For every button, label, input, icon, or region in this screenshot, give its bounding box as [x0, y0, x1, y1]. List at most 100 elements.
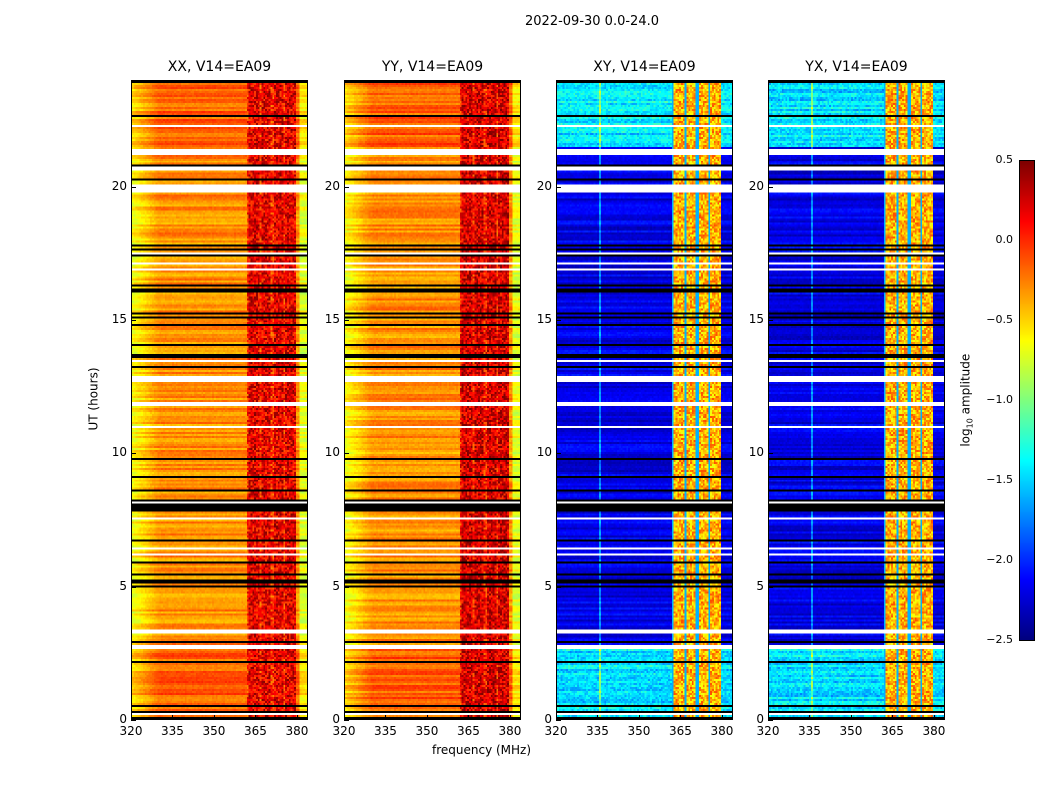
heatmap-panel-2 — [556, 80, 733, 720]
y-tick — [556, 720, 561, 721]
y-tick — [344, 320, 349, 321]
y-tick-label: 20 — [324, 178, 340, 193]
x-tick — [131, 715, 132, 720]
y-tick-label: 0 — [332, 712, 340, 726]
y-tick-label: 10 — [111, 445, 127, 460]
heatmap-panel-3 — [768, 80, 945, 720]
x-tick-label: 380 — [285, 724, 309, 738]
y-tick — [556, 453, 561, 455]
y-tick — [768, 453, 773, 455]
y-tick-label: 20 — [111, 178, 127, 193]
y-tick-label: 5 — [332, 578, 340, 593]
y-tick-label: 0 — [119, 712, 127, 726]
y-tick-label: 10 — [324, 445, 340, 460]
x-tick — [850, 715, 852, 720]
y-tick-label: 20 — [536, 178, 552, 193]
x-tick-label: 335 — [798, 724, 821, 738]
y-tick-label: 15 — [536, 312, 552, 326]
x-tick-label: 365 — [244, 724, 267, 738]
y-tick — [131, 720, 136, 721]
x-tick — [809, 715, 811, 720]
x-tick — [556, 715, 557, 720]
y-tick-label: 10 — [536, 445, 552, 460]
x-tick — [213, 715, 215, 720]
x-tick — [768, 715, 769, 720]
y-tick-label: 5 — [119, 578, 127, 593]
colorbar-label: log10 amplitude — [958, 354, 974, 447]
figure-title: 2022-09-30 0.0-24.0 — [525, 14, 659, 29]
x-tick-label: 365 — [669, 724, 692, 738]
x-tick-label: 320 — [756, 724, 780, 738]
panel-title-3: YX, V14=EA09 — [805, 59, 908, 75]
y-tick — [131, 186, 136, 188]
colorbar-label-rest: amplitude — [958, 353, 973, 419]
y-tick — [344, 720, 349, 721]
y-tick-label: 15 — [111, 312, 127, 326]
x-tick-label: 335 — [374, 724, 397, 738]
colorbar-tick-label: −2.5 — [986, 633, 1013, 646]
x-tick-label: 350 — [627, 724, 651, 738]
x-tick — [509, 715, 511, 720]
x-tick-label: 320 — [119, 724, 143, 738]
x-tick-label: 365 — [457, 724, 480, 738]
y-tick — [768, 186, 773, 188]
x-tick — [933, 715, 935, 720]
x-tick-label: 320 — [332, 724, 356, 738]
x-tick-label: 365 — [881, 724, 904, 738]
y-tick-label: 0 — [544, 712, 552, 726]
x-tick — [468, 715, 470, 720]
x-tick — [892, 715, 894, 720]
colorbar — [1019, 160, 1035, 641]
y-tick-label: 10 — [748, 445, 764, 460]
x-tick — [255, 715, 257, 720]
y-tick — [556, 186, 561, 188]
x-tick — [385, 715, 387, 720]
x-tick — [172, 715, 174, 720]
y-tick — [556, 586, 561, 588]
y-tick — [556, 320, 561, 321]
x-axis-label: frequency (MHz) — [432, 743, 532, 757]
y-tick-label: 15 — [324, 312, 340, 326]
y-tick — [344, 453, 349, 455]
x-tick — [597, 715, 599, 720]
colorbar-tick-label: −2.0 — [986, 553, 1013, 566]
y-tick-label: 5 — [544, 578, 552, 593]
x-tick — [680, 715, 682, 720]
x-tick — [344, 715, 345, 720]
panel-title-2: XY, V14=EA09 — [593, 59, 696, 75]
x-tick-label: 350 — [202, 724, 226, 738]
y-tick — [344, 186, 349, 188]
y-tick-label: 0 — [756, 712, 764, 726]
panel-title-0: XX, V14=EA09 — [167, 59, 272, 75]
y-tick — [344, 586, 349, 588]
y-tick — [131, 320, 136, 321]
y-tick — [768, 720, 773, 721]
x-tick-label: 320 — [544, 724, 568, 738]
y-tick — [131, 586, 136, 588]
colorbar-tick-label: 0.0 — [995, 233, 1014, 246]
colorbar-tick-label: −1.5 — [986, 473, 1013, 486]
y-tick-label: 20 — [748, 178, 764, 193]
colorbar-tick-label: −0.5 — [986, 313, 1013, 326]
y-tick — [768, 320, 773, 321]
x-tick — [721, 715, 723, 720]
x-tick — [426, 715, 428, 720]
y-tick-label: 5 — [756, 578, 764, 593]
colorbar-tick-label: 0.5 — [995, 153, 1014, 166]
x-tick-label: 350 — [415, 724, 439, 738]
colorbar-tick-label: −1.0 — [986, 393, 1013, 406]
panel-title-1: YY, V14=EA09 — [381, 59, 484, 75]
x-tick — [296, 715, 298, 720]
colorbar-label-sub: 10 — [965, 418, 975, 429]
x-tick-label: 335 — [161, 724, 184, 738]
x-tick-label: 380 — [498, 724, 522, 738]
x-tick-label: 380 — [922, 724, 946, 738]
y-axis-label: UT (hours) — [86, 367, 101, 431]
x-tick-label: 380 — [710, 724, 734, 738]
x-tick — [638, 715, 640, 720]
heatmap-panel-0 — [131, 80, 308, 720]
x-tick-label: 350 — [839, 724, 863, 738]
colorbar-label-log: log — [958, 428, 973, 447]
y-tick-label: 15 — [748, 312, 764, 326]
